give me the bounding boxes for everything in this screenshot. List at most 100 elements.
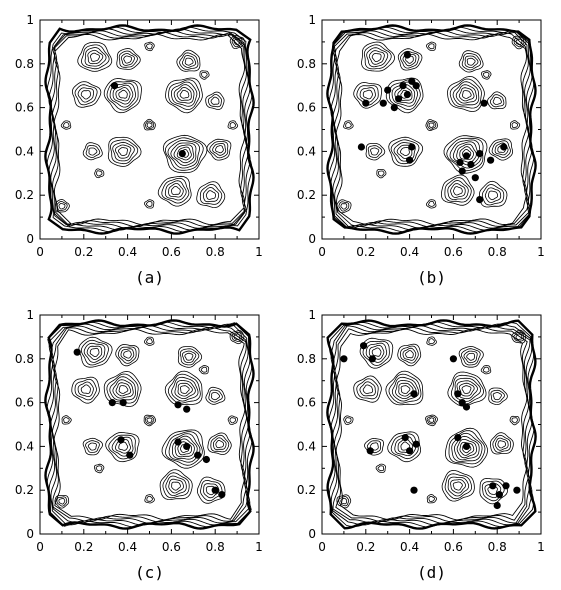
x-tick-label: 0.2 bbox=[356, 245, 375, 259]
contour-line bbox=[143, 199, 155, 209]
contour-line bbox=[511, 122, 519, 129]
x-tick-label: 0.8 bbox=[206, 540, 225, 554]
contour-line bbox=[375, 463, 387, 473]
data-point bbox=[379, 99, 387, 107]
data-points bbox=[357, 51, 508, 204]
contour-lines bbox=[336, 329, 527, 509]
contour-line bbox=[202, 187, 220, 203]
contour-lines bbox=[54, 330, 245, 509]
contour-line bbox=[513, 331, 525, 342]
contour-line bbox=[448, 430, 486, 465]
contour-line bbox=[170, 142, 197, 166]
contour-line bbox=[362, 384, 374, 394]
data-point bbox=[458, 399, 466, 407]
frame-contour-line bbox=[330, 28, 533, 231]
x-tick-label: 0.4 bbox=[118, 245, 137, 259]
contour-line bbox=[400, 385, 411, 394]
y-tick-label: 0 bbox=[308, 527, 316, 541]
contour-line bbox=[229, 330, 245, 345]
contour-line bbox=[362, 340, 390, 366]
contour-line bbox=[480, 365, 492, 375]
contour-line bbox=[86, 345, 103, 361]
data-point bbox=[412, 440, 420, 448]
y-tick-label: 0 bbox=[26, 527, 34, 541]
contour-line bbox=[492, 434, 512, 453]
x-tick-label: 0.4 bbox=[118, 540, 137, 554]
contour-line bbox=[207, 432, 232, 455]
data-point bbox=[489, 482, 497, 490]
contour-line bbox=[114, 144, 132, 159]
y-tick-label: 0.6 bbox=[297, 396, 316, 410]
y-tick-label: 0 bbox=[308, 232, 316, 246]
contour-line bbox=[452, 81, 480, 106]
contour-line bbox=[120, 348, 135, 362]
contour-line bbox=[444, 177, 472, 203]
contour-line bbox=[428, 122, 435, 129]
data-point bbox=[412, 82, 420, 90]
contour-line bbox=[118, 50, 138, 68]
data-point bbox=[462, 152, 471, 160]
contour-line bbox=[488, 138, 514, 161]
x-tick-label: 0.2 bbox=[74, 540, 93, 554]
contour-line bbox=[165, 475, 187, 497]
contour-line bbox=[77, 381, 94, 398]
data-point bbox=[174, 438, 182, 446]
contour-line bbox=[365, 342, 388, 363]
contour-line bbox=[482, 71, 490, 78]
contour-line bbox=[110, 139, 139, 165]
contour-line bbox=[340, 203, 348, 210]
contour-line bbox=[370, 147, 380, 156]
contour-line bbox=[146, 43, 153, 50]
x-tick-label: 1 bbox=[255, 540, 263, 554]
data-point bbox=[408, 143, 416, 151]
contour-line bbox=[115, 382, 132, 397]
contour-line bbox=[168, 183, 184, 198]
contour-line bbox=[394, 84, 416, 104]
contour-line bbox=[397, 48, 423, 71]
contour-line bbox=[459, 146, 475, 160]
contour-line bbox=[466, 352, 475, 361]
data-point bbox=[108, 399, 116, 407]
contour-line bbox=[425, 199, 437, 209]
contour-line bbox=[168, 478, 184, 494]
contour-line bbox=[509, 120, 521, 130]
frame-contour-line bbox=[328, 321, 535, 528]
contour-line bbox=[200, 366, 208, 373]
data-point bbox=[384, 86, 392, 94]
panel-caption: (d) bbox=[417, 563, 446, 582]
contour-line bbox=[362, 89, 373, 100]
contour-line bbox=[345, 122, 352, 128]
contour-line bbox=[201, 72, 208, 78]
contour-line bbox=[211, 392, 221, 401]
contour-line bbox=[90, 52, 100, 62]
contour-line bbox=[343, 120, 354, 130]
contour-line bbox=[143, 336, 155, 346]
contour-line bbox=[172, 435, 198, 460]
contour-line bbox=[74, 84, 98, 106]
contour-line bbox=[209, 141, 229, 159]
frame-contour-line bbox=[44, 319, 255, 530]
contour-line bbox=[511, 35, 527, 50]
contour-line bbox=[447, 75, 485, 113]
contour-line bbox=[181, 350, 197, 363]
contour-line bbox=[210, 96, 220, 105]
data-point bbox=[110, 82, 119, 90]
contour-line bbox=[428, 417, 435, 423]
contour-line bbox=[198, 365, 210, 375]
contour-line bbox=[515, 38, 523, 46]
contour-line bbox=[173, 84, 195, 104]
y-tick-label: 0.2 bbox=[15, 188, 34, 202]
data-point bbox=[183, 405, 191, 413]
contour-line bbox=[425, 119, 438, 131]
contour-line bbox=[177, 346, 203, 368]
contour-line bbox=[174, 438, 195, 458]
data-point bbox=[399, 82, 407, 90]
contour-line bbox=[466, 57, 476, 66]
contour-line bbox=[205, 190, 216, 200]
contour-line bbox=[165, 77, 203, 114]
contour-line bbox=[366, 440, 382, 454]
contour-line bbox=[402, 53, 417, 67]
contour-line bbox=[171, 185, 181, 195]
contour-line bbox=[95, 465, 103, 472]
